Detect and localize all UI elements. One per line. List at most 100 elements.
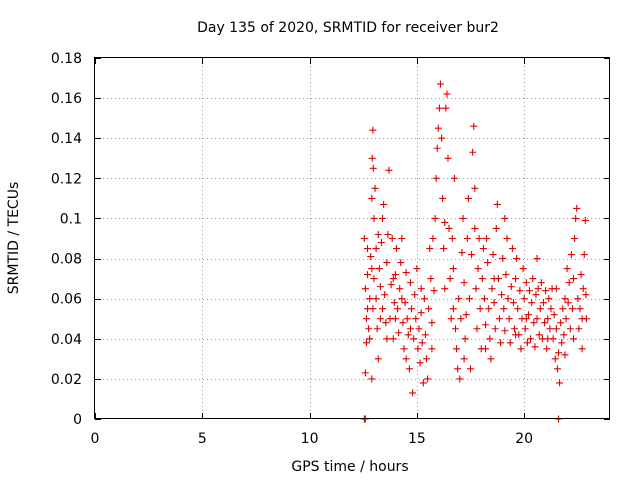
data-point <box>364 271 372 279</box>
data-point <box>575 325 583 333</box>
data-point <box>552 285 560 293</box>
data-point <box>497 339 505 347</box>
data-point <box>544 315 552 323</box>
data-point <box>412 315 420 323</box>
data-point <box>568 305 576 313</box>
data-point <box>570 275 578 283</box>
data-point <box>490 275 498 283</box>
data-point <box>369 126 377 134</box>
data-point <box>492 224 500 232</box>
data-point <box>555 349 562 357</box>
data-point <box>543 345 551 353</box>
data-point <box>440 245 448 253</box>
data-point <box>471 224 479 232</box>
data-point <box>385 166 393 174</box>
data-point <box>391 271 399 279</box>
data-point <box>458 249 466 257</box>
data-point <box>443 90 451 98</box>
data-point <box>395 329 403 337</box>
data-point <box>561 351 569 359</box>
data-point <box>441 218 449 226</box>
data-point <box>364 245 372 253</box>
data-point <box>424 375 432 383</box>
data-point <box>490 299 498 307</box>
data-point <box>399 319 407 327</box>
y-tick-label: 0.16 <box>51 91 82 107</box>
x-tick-label: 5 <box>198 431 207 447</box>
data-point <box>524 311 532 319</box>
data-point <box>428 345 436 353</box>
data-point <box>453 345 461 353</box>
data-point <box>576 305 584 313</box>
data-point <box>513 255 521 263</box>
data-point <box>541 319 549 327</box>
data-point <box>398 235 406 242</box>
data-point <box>402 355 410 363</box>
data-point <box>537 279 545 287</box>
x-tick-labels: 0 5 10 15 20 <box>91 431 534 447</box>
data-point <box>383 335 391 343</box>
data-point <box>520 295 528 303</box>
data-point <box>362 315 370 323</box>
data-point <box>581 216 589 224</box>
data-point <box>512 331 520 339</box>
data-point <box>571 235 579 242</box>
data-point <box>582 315 590 323</box>
data-point <box>425 305 433 313</box>
data-point <box>379 305 387 313</box>
y-axis-label: SRMTID / TECUs <box>6 182 22 295</box>
data-point <box>561 295 569 303</box>
data-point <box>516 287 524 295</box>
data-point <box>372 295 380 303</box>
data-point <box>498 291 506 299</box>
data-point <box>514 305 522 313</box>
data-point <box>370 275 378 283</box>
data-point <box>455 295 463 303</box>
data-point <box>426 245 434 253</box>
data-point <box>372 245 380 253</box>
data-point <box>475 235 483 242</box>
data-point <box>431 214 439 222</box>
data-point <box>439 194 447 202</box>
data-point <box>366 335 374 343</box>
data-point <box>447 315 455 323</box>
chart-title: Day 135 of 2020, SRMTID for receiver bur… <box>197 20 499 36</box>
data-point <box>573 204 581 212</box>
data-point <box>484 259 492 267</box>
data-point <box>467 365 475 373</box>
data-point <box>448 235 456 242</box>
data-point <box>566 325 574 333</box>
data-point <box>368 194 376 202</box>
data-point <box>420 295 428 303</box>
data-point <box>572 214 580 222</box>
data-point <box>512 275 520 283</box>
data-point <box>465 295 473 303</box>
data-point <box>461 335 469 343</box>
data-point <box>368 265 376 273</box>
data-point <box>480 295 488 303</box>
data-point <box>374 355 382 363</box>
data-point <box>408 305 416 313</box>
data-point <box>421 331 429 339</box>
data-point <box>397 259 405 267</box>
data-point <box>506 339 514 347</box>
data-point <box>530 319 538 327</box>
data-point <box>501 327 509 335</box>
data-point <box>405 365 413 373</box>
x-tick-label: 20 <box>515 431 533 447</box>
data-point <box>517 345 525 353</box>
data-point <box>463 235 471 242</box>
data-point <box>547 305 555 313</box>
data-point <box>559 305 567 313</box>
data-point <box>361 369 369 377</box>
data-point <box>390 299 398 307</box>
data-point <box>389 335 397 343</box>
grid-lines <box>95 58 610 419</box>
data-point <box>522 279 530 287</box>
data-point <box>487 355 495 363</box>
data-point <box>469 148 477 156</box>
data-point <box>449 305 457 313</box>
data-point <box>507 283 515 291</box>
data-point <box>369 164 377 172</box>
